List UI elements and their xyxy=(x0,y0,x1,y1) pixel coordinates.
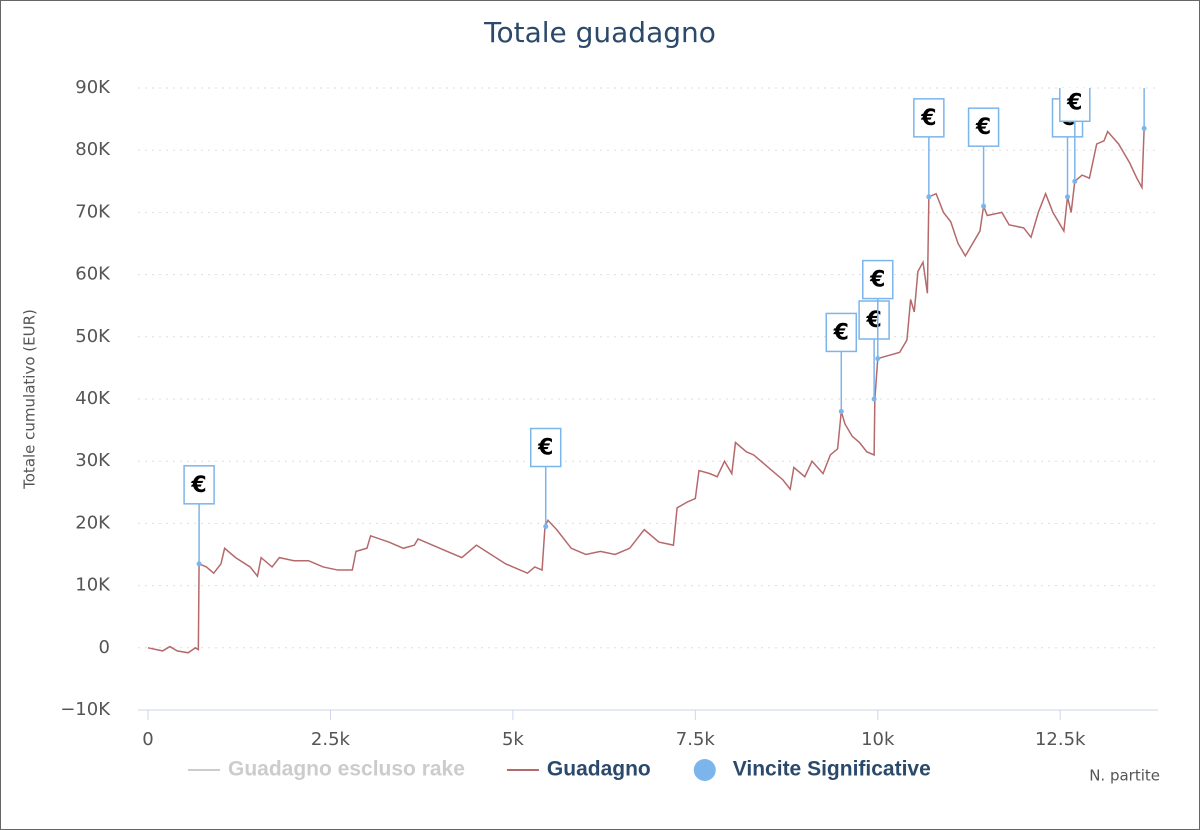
x-tick-label: 12.5k xyxy=(1035,729,1086,750)
flag-box xyxy=(913,98,945,138)
win-point xyxy=(981,203,987,209)
win-point xyxy=(1072,178,1078,184)
win-point xyxy=(838,408,844,414)
y-axis-label: Totale cumulativo (EUR) xyxy=(21,309,39,490)
legend-label: Guadagno xyxy=(547,758,651,781)
flag-box xyxy=(862,259,894,300)
x-tick-label: 7.5k xyxy=(676,729,716,750)
win-point xyxy=(926,194,932,200)
flag-label: € xyxy=(833,320,849,345)
x-tick-label: 0 xyxy=(142,729,153,750)
win-point xyxy=(875,356,881,362)
y-tick-label: 70K xyxy=(75,201,111,222)
win-point xyxy=(871,396,877,402)
flag-label: € xyxy=(975,115,991,140)
y-tick-label: 80K xyxy=(75,139,111,160)
win-point xyxy=(543,524,549,530)
y-tick-label: 20K xyxy=(75,512,111,533)
flag-box xyxy=(183,465,215,505)
x-tick-label: 5k xyxy=(502,729,524,750)
flag-label: € xyxy=(865,308,881,333)
legend-label: Vincite Significative xyxy=(733,758,931,781)
y-tick-label: 30K xyxy=(75,450,111,471)
x-tick-label: 2.5k xyxy=(311,729,351,750)
chart-title: Totale guadagno xyxy=(483,16,716,49)
line-series xyxy=(147,128,1145,654)
legend-label: Guadagno escluso rake xyxy=(228,758,465,781)
flag-label: € xyxy=(537,436,553,461)
flag-box xyxy=(529,427,562,468)
x-tick-label: 10k xyxy=(861,729,895,750)
flag-label: € xyxy=(190,473,206,498)
flag-box xyxy=(825,312,858,353)
y-tick-label: −10K xyxy=(60,699,111,720)
y-tick-label: 40K xyxy=(75,388,111,409)
win-point xyxy=(1141,125,1147,131)
y-tick-label: 0 xyxy=(99,637,110,658)
y-tick-label: 50K xyxy=(75,326,111,347)
win-point xyxy=(196,561,202,567)
flag-box xyxy=(1059,88,1091,123)
flag-label: € xyxy=(869,268,885,293)
legend-symbol xyxy=(693,759,716,781)
flag-box xyxy=(858,300,890,340)
flag-label: € xyxy=(920,106,936,131)
y-tick-label: 90K xyxy=(75,77,111,98)
y-tick-label: 60K xyxy=(75,264,111,285)
flag-box xyxy=(967,107,1000,147)
win-point xyxy=(1065,194,1071,200)
flag-label: € xyxy=(1066,90,1082,115)
x-axis-label: N. partite xyxy=(1089,767,1160,785)
y-tick-label: 10K xyxy=(75,575,111,596)
plot: €€€€€€€€€€ xyxy=(147,88,1147,654)
